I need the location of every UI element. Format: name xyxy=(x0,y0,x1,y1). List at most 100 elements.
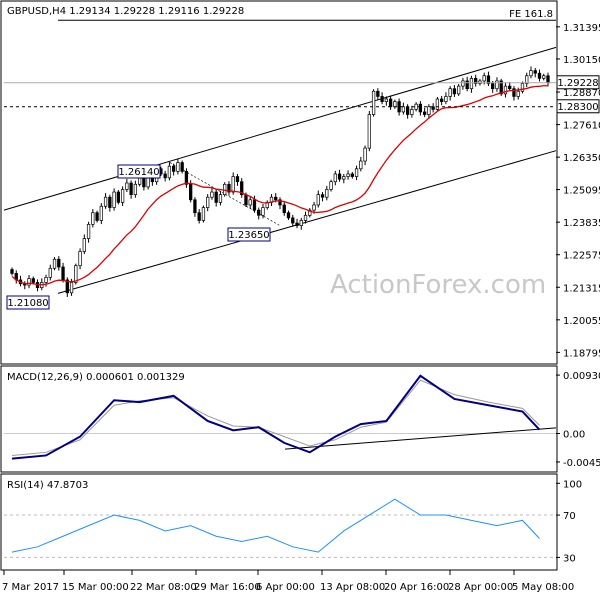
y-tick-label: 1.26350 xyxy=(563,153,600,164)
candle-body xyxy=(86,223,91,239)
candle-body xyxy=(486,75,491,84)
candle-body xyxy=(235,176,240,183)
candle-body xyxy=(393,101,397,108)
candle-body xyxy=(410,109,414,115)
candle-body xyxy=(516,90,520,97)
y-tick-label: 1.25095 xyxy=(563,186,600,197)
candle-body xyxy=(418,103,423,113)
y-tick-label: 0.00 xyxy=(563,429,585,440)
candle-body xyxy=(193,199,197,214)
rsi-line xyxy=(11,498,540,553)
y-tick-label: 1.21315 xyxy=(563,283,600,294)
y-tick-label: -0.004537 xyxy=(563,458,600,469)
candle-body xyxy=(52,258,57,269)
candle-body xyxy=(95,212,99,221)
candle-body xyxy=(120,189,125,203)
candle-body xyxy=(448,88,452,97)
price-label: 1.29228 xyxy=(557,78,598,89)
y-tick-label: 1.27610 xyxy=(563,121,600,132)
candle-body xyxy=(384,98,388,102)
candle-body xyxy=(82,238,86,252)
candle-body xyxy=(57,258,61,268)
y-tick-label: 1.18795 xyxy=(563,348,600,359)
price-title: GBPUSD,H4 1.29134 1.29228 1.29116 1.2922… xyxy=(7,6,244,17)
y-tick-label: 1.22575 xyxy=(563,251,600,262)
candle-body xyxy=(31,278,35,283)
candle-body xyxy=(180,162,184,172)
annotation-box xyxy=(117,164,161,179)
y-tick-label: 1.20055 xyxy=(563,316,600,327)
macd-line xyxy=(11,374,541,460)
candle-body xyxy=(108,196,112,208)
candle-body xyxy=(61,266,65,281)
candle-body xyxy=(252,199,257,211)
annotation-label: 1.21080 xyxy=(7,298,48,309)
candle-body xyxy=(337,173,342,180)
candle-body xyxy=(342,176,346,180)
x-tick-label: 28 Apr 00:00 xyxy=(448,582,513,593)
candle-body xyxy=(282,204,286,214)
candle-body xyxy=(405,106,410,115)
y-tick-label: 0.009306 xyxy=(563,371,600,382)
annotation-label: 1.23650 xyxy=(228,230,269,241)
annotation-box xyxy=(227,227,271,242)
candle-body xyxy=(261,207,265,216)
y-tick-label: 30 xyxy=(563,553,576,564)
candle-body xyxy=(495,80,499,90)
y-tick-label: 100 xyxy=(563,479,582,490)
candle-body xyxy=(48,267,52,278)
candle-body xyxy=(163,173,167,179)
channel-lower-line xyxy=(57,150,557,294)
watermark: ActionForex.com xyxy=(330,270,546,300)
candle-body xyxy=(474,78,478,84)
candle-body xyxy=(112,191,116,208)
candle-body xyxy=(401,106,406,113)
candle-body xyxy=(27,278,31,286)
candle-body xyxy=(491,83,495,90)
x-tick-label: 15 Mar 00:00 xyxy=(62,582,129,593)
candle-body xyxy=(367,114,371,149)
candle-body xyxy=(295,222,299,226)
candle-body xyxy=(299,220,303,226)
candle-body xyxy=(529,70,533,77)
candle-body xyxy=(371,90,376,115)
y-tick-label: 1.23835 xyxy=(563,218,600,229)
candle-body xyxy=(537,72,542,79)
candle-body xyxy=(257,209,261,216)
candle-body xyxy=(244,194,248,206)
candle-body xyxy=(325,189,329,198)
candle-body xyxy=(69,282,74,294)
candle-body xyxy=(520,83,525,92)
candle-body xyxy=(359,160,363,170)
candle-body xyxy=(184,171,189,185)
candle-body xyxy=(103,196,108,207)
x-tick-label: 7 Mar 2017 xyxy=(2,582,59,593)
candle-body xyxy=(354,168,359,177)
signal-line xyxy=(11,379,540,456)
annotation-label: 1.26140 xyxy=(118,167,159,178)
annotation-box xyxy=(6,295,50,310)
candle-body xyxy=(286,212,291,219)
candle-body xyxy=(172,165,176,172)
y-tick-label: 70 xyxy=(563,511,576,522)
x-tick-label: 20 Apr 16:00 xyxy=(384,582,449,593)
candle-body xyxy=(227,183,231,193)
level-label: 1.28300 xyxy=(557,102,598,113)
candle-body xyxy=(303,214,308,221)
candle-body xyxy=(248,199,252,206)
candle-body xyxy=(316,194,320,206)
candle-body xyxy=(167,165,172,179)
candle-body xyxy=(274,196,278,201)
candle-body xyxy=(291,217,295,224)
candle-body xyxy=(503,85,508,95)
level-label-box xyxy=(556,99,600,114)
candle-body xyxy=(44,276,48,283)
candle-body xyxy=(525,75,529,84)
candle-body xyxy=(231,176,235,193)
price-label-box xyxy=(556,75,600,90)
candle-body xyxy=(320,194,325,198)
candle-body xyxy=(469,78,474,90)
candle-body xyxy=(431,106,435,110)
